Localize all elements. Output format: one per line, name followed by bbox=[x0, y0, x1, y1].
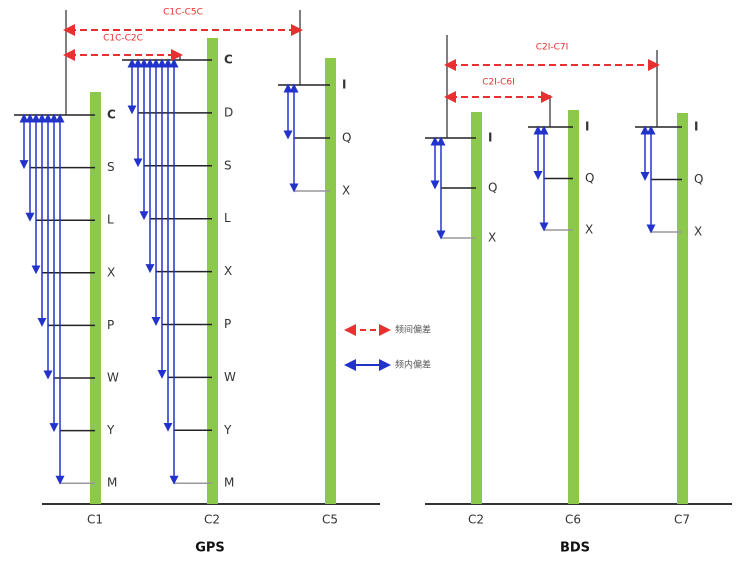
row-label: L bbox=[224, 211, 231, 225]
signal-bar bbox=[568, 110, 579, 504]
signal-bar bbox=[90, 92, 101, 504]
signal-bar bbox=[471, 112, 482, 504]
group-title: BDS bbox=[560, 541, 590, 556]
row-label: X bbox=[488, 231, 496, 245]
row-label: Q bbox=[585, 171, 594, 185]
legend-label: 频间偏差 bbox=[395, 324, 431, 336]
row-label: Q bbox=[694, 172, 703, 186]
row-label: S bbox=[224, 158, 232, 172]
row-label: Q bbox=[488, 181, 497, 195]
legend-label: 频内偏差 bbox=[395, 359, 431, 371]
row-label: I bbox=[585, 120, 589, 134]
row-label: Y bbox=[223, 423, 232, 437]
row-label: W bbox=[224, 370, 236, 384]
row-label: L bbox=[107, 213, 114, 227]
row-label: P bbox=[224, 317, 231, 331]
row-label: P bbox=[107, 318, 114, 332]
row-label: X bbox=[342, 184, 350, 198]
row-label: I bbox=[342, 78, 346, 92]
column-label: C2 bbox=[468, 513, 484, 527]
row-label: X bbox=[107, 265, 115, 279]
row-label: W bbox=[107, 371, 119, 385]
group-title: GPS bbox=[195, 541, 225, 556]
signal-bar bbox=[677, 113, 688, 504]
row-label: X bbox=[224, 264, 232, 278]
column-label: C6 bbox=[565, 513, 581, 527]
row-label: X bbox=[585, 223, 593, 237]
row-label: X bbox=[694, 225, 702, 239]
row-label: C bbox=[224, 53, 233, 67]
row-label: C bbox=[107, 108, 116, 122]
signal-bar bbox=[207, 38, 218, 504]
bias-label: C1C-C2C bbox=[103, 34, 143, 44]
column-label: C1 bbox=[87, 513, 103, 527]
bias-label: C1C-C5C bbox=[163, 8, 203, 18]
signal-bar bbox=[325, 58, 336, 504]
column-label: C5 bbox=[322, 513, 338, 527]
column-label: C7 bbox=[674, 513, 690, 527]
row-label: I bbox=[488, 131, 492, 145]
row-label: D bbox=[224, 105, 233, 119]
bias-label: C2I-C7I bbox=[536, 43, 569, 53]
row-label: M bbox=[224, 476, 234, 490]
column-label: C2 bbox=[204, 513, 220, 527]
row-label: I bbox=[694, 120, 698, 134]
row-label: S bbox=[107, 160, 115, 174]
row-label: Q bbox=[342, 131, 351, 145]
row-label: Y bbox=[106, 423, 115, 437]
row-label: M bbox=[107, 476, 117, 490]
bias-label: C2I-C6I bbox=[482, 78, 515, 88]
